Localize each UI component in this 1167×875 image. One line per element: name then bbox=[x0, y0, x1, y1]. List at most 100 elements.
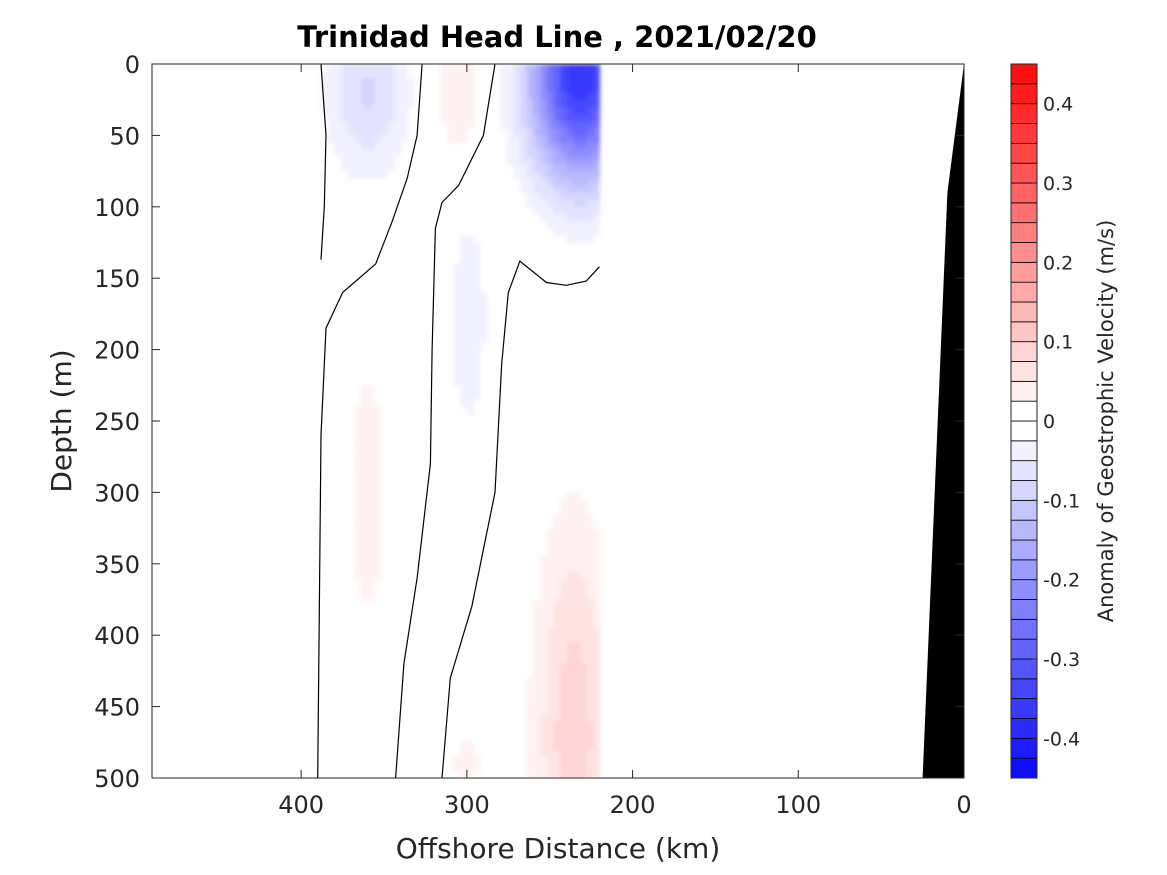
field-cell bbox=[533, 106, 541, 115]
field-cell bbox=[393, 142, 402, 151]
field-cell bbox=[460, 249, 468, 258]
field-cell bbox=[546, 756, 554, 765]
field-cell bbox=[374, 106, 382, 115]
field-cell bbox=[553, 71, 561, 79]
field-cell bbox=[354, 149, 362, 158]
field-cell bbox=[553, 706, 561, 715]
field-cell bbox=[327, 128, 335, 136]
field-cell bbox=[572, 192, 581, 201]
field-cell bbox=[513, 142, 521, 151]
field-cell bbox=[546, 685, 554, 693]
field-cell bbox=[354, 456, 362, 465]
field-cell bbox=[553, 142, 561, 151]
field-cell bbox=[539, 185, 547, 194]
field-cell bbox=[566, 106, 574, 115]
field-cell bbox=[559, 728, 567, 736]
colorbar-band bbox=[1010, 261, 1038, 283]
field-cell bbox=[579, 685, 587, 693]
field-cell bbox=[340, 135, 349, 144]
field-cell bbox=[466, 749, 475, 758]
field-cell bbox=[586, 135, 594, 144]
field-cell bbox=[460, 749, 468, 758]
field-cell bbox=[566, 613, 574, 622]
field-cell bbox=[566, 742, 574, 751]
colorbar-band bbox=[1010, 142, 1038, 164]
field-cell bbox=[553, 735, 561, 743]
field-cell bbox=[572, 728, 581, 736]
field-cell bbox=[566, 163, 574, 172]
field-cell bbox=[546, 649, 554, 658]
field-cell bbox=[592, 699, 601, 708]
field-cell bbox=[400, 128, 408, 136]
field-cell bbox=[586, 628, 594, 636]
field-cell bbox=[572, 613, 581, 622]
field-cell bbox=[579, 178, 587, 186]
field-cell bbox=[533, 163, 541, 172]
field-cell bbox=[526, 78, 534, 87]
field-cell bbox=[513, 156, 521, 165]
field-cell bbox=[553, 549, 561, 558]
field-cell bbox=[460, 113, 468, 122]
field-cell bbox=[367, 449, 375, 458]
field-cell bbox=[566, 506, 574, 515]
field-cell bbox=[546, 599, 554, 608]
field-cell bbox=[347, 135, 355, 144]
field-cell bbox=[572, 620, 581, 629]
field-cell bbox=[566, 513, 574, 522]
field-cell bbox=[500, 121, 508, 129]
field-cell bbox=[460, 128, 468, 136]
field-cell bbox=[354, 492, 362, 501]
field-cell bbox=[566, 706, 574, 715]
field-cell bbox=[566, 185, 574, 194]
field-cell bbox=[586, 656, 594, 665]
field-cell bbox=[506, 92, 514, 101]
field-cell bbox=[367, 428, 375, 436]
field-cell bbox=[354, 570, 362, 579]
field-cell bbox=[539, 135, 547, 144]
field-cell bbox=[586, 663, 594, 672]
field-cell bbox=[374, 71, 382, 79]
field-cell bbox=[572, 520, 581, 529]
field-cell bbox=[374, 506, 382, 515]
colorbar-band bbox=[1010, 361, 1038, 382]
field-cell bbox=[592, 121, 601, 129]
field-cell bbox=[466, 292, 475, 301]
field-cell bbox=[393, 135, 402, 144]
field-cell bbox=[513, 85, 521, 94]
x-tick-label: 100 bbox=[775, 791, 821, 819]
field-cell bbox=[533, 113, 541, 122]
field-cell bbox=[360, 99, 369, 108]
field-cell bbox=[466, 278, 475, 286]
field-cell bbox=[572, 570, 581, 579]
field-cell bbox=[559, 142, 567, 151]
y-tick-label: 200 bbox=[94, 337, 140, 365]
field-cell bbox=[360, 556, 369, 565]
field-cell bbox=[559, 149, 567, 158]
field-cell bbox=[360, 456, 369, 465]
field-cell bbox=[360, 570, 369, 579]
field-cell bbox=[460, 399, 468, 408]
field-cell bbox=[586, 121, 594, 129]
field-cell bbox=[572, 649, 581, 658]
field-cell bbox=[539, 620, 547, 629]
field-cell bbox=[579, 663, 587, 672]
field-cell bbox=[354, 413, 362, 422]
colorbar-band bbox=[1010, 83, 1038, 105]
field-cell bbox=[546, 71, 554, 79]
field-cell bbox=[539, 613, 547, 622]
field-cell bbox=[440, 71, 448, 79]
field-cell bbox=[559, 663, 567, 672]
colorbar-band bbox=[1010, 460, 1038, 481]
field-cell bbox=[559, 528, 567, 536]
field-cell bbox=[367, 85, 375, 94]
field-cell bbox=[539, 685, 547, 693]
field-cell bbox=[586, 199, 594, 208]
field-cell bbox=[466, 313, 475, 322]
field-cell bbox=[553, 213, 561, 222]
colorbar-band bbox=[1010, 202, 1038, 224]
field-cell bbox=[572, 106, 581, 115]
field-cell bbox=[367, 442, 375, 451]
field-cell bbox=[572, 635, 581, 643]
field-cell bbox=[460, 306, 468, 315]
x-axis: 400 300 200 100 0 bbox=[278, 64, 972, 819]
